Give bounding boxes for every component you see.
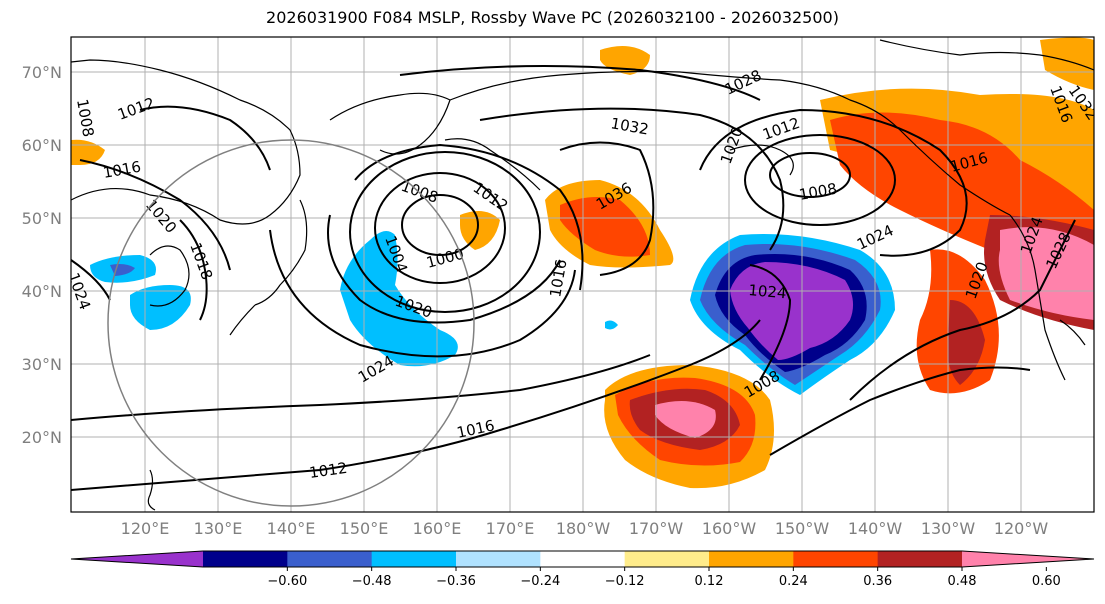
- colorbar-tick-label: −0.12: [605, 574, 645, 589]
- colorbar-segment: [624, 551, 710, 567]
- longitude-labels: 120°E 130°E 140°E 150°E 160°E 170°E 180°…: [121, 519, 1049, 538]
- colorbar-segment: [540, 551, 626, 567]
- map-area: 1008 1012 1016 1020 1024 1018 1024 1012 …: [71, 37, 1094, 512]
- colorbar-tick-label: −0.36: [436, 574, 476, 589]
- lon-label: 120°E: [121, 519, 170, 538]
- graticule: [71, 37, 1094, 512]
- lon-label: 140°W: [848, 519, 903, 538]
- lat-label: 70°N: [22, 63, 62, 82]
- colorbar-tick-label: −0.24: [520, 574, 560, 589]
- lat-label: 40°N: [22, 282, 62, 301]
- colorbar-segment: [371, 551, 457, 567]
- lon-label: 160°E: [413, 519, 462, 538]
- colorbar-segment: [287, 551, 373, 567]
- lon-label: 130°W: [921, 519, 976, 538]
- lon-label: 120°W: [994, 519, 1049, 538]
- colorbar-segment: [203, 551, 288, 567]
- lon-label: 170°E: [486, 519, 535, 538]
- colorbar-ticks: −0.60 −0.48 −0.36 −0.24 −0.12 0.12 0.24 0.36 0.4…: [267, 567, 1061, 589]
- colorbar-tick-label: 0.48: [948, 574, 977, 589]
- reference-circle: [107, 139, 475, 507]
- lat-label: 30°N: [22, 355, 62, 374]
- colorbar-tick-label: 0.12: [695, 574, 724, 589]
- lat-label: 60°N: [22, 136, 62, 155]
- colorbar-tick-label: 0.36: [863, 574, 892, 589]
- lon-label: 170°W: [629, 519, 684, 538]
- lat-label: 20°N: [22, 428, 62, 447]
- colorbar-tick-label: 0.60: [1032, 574, 1061, 589]
- lon-label: 160°W: [702, 519, 757, 538]
- lon-label: 150°W: [775, 519, 830, 538]
- colorbar-tick-label: 0.24: [779, 574, 808, 589]
- isobars: [71, 65, 1076, 491]
- colorbar-segment: [793, 551, 879, 567]
- colorbar-segment: [709, 551, 794, 567]
- colorbar-extend-min: [71, 551, 203, 567]
- lat-label: 50°N: [22, 209, 62, 228]
- lon-label: 140°E: [267, 519, 316, 538]
- lon-label: 150°E: [340, 519, 389, 538]
- colorbar-outline: [70, 550, 1095, 568]
- lon-label: 130°E: [194, 519, 243, 538]
- map-title: 2026031900 F084 MSLP, Rossby Wave PC (20…: [266, 8, 839, 27]
- isobar-label: 1012: [308, 459, 348, 482]
- colorbar-segment: [456, 551, 541, 567]
- coastlines: [71, 39, 1094, 511]
- isobar-label: 1024: [748, 281, 788, 302]
- colorbar-tick-label: −0.48: [352, 574, 392, 589]
- colorbar-extend-max: [962, 551, 1094, 567]
- colorbar-tick-label: −0.60: [267, 574, 307, 589]
- anomaly-shading: [71, 37, 1094, 489]
- colorbar: [70, 550, 1095, 568]
- lon-label: 180°W: [556, 519, 611, 538]
- map-frame: [70, 36, 1095, 513]
- latitude-labels: 70°N 60°N 50°N 40°N 30°N 20°N: [22, 63, 62, 447]
- colorbar-segment: [877, 551, 963, 567]
